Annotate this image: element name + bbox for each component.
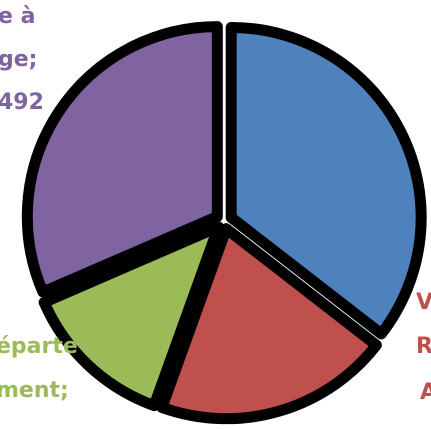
slice-label-red-line2: R	[416, 334, 431, 359]
pie-slice-3	[21, 21, 223, 298]
slice-label-purple-line1: e à	[0, 4, 36, 29]
pie-slice-0	[225, 21, 427, 340]
slice-label-purple-line2: ge;	[0, 47, 38, 72]
pie-slice-1	[156, 223, 382, 425]
slice-label-purple-line3: 492	[0, 90, 44, 115]
slice-label-red-line3: A	[420, 380, 431, 405]
slice-label-red-line1: V	[416, 290, 431, 315]
pie-slice-2	[38, 221, 225, 412]
slice-label-green-line2: ment;	[0, 378, 69, 403]
slice-label-green-line1: éparte	[0, 334, 78, 359]
